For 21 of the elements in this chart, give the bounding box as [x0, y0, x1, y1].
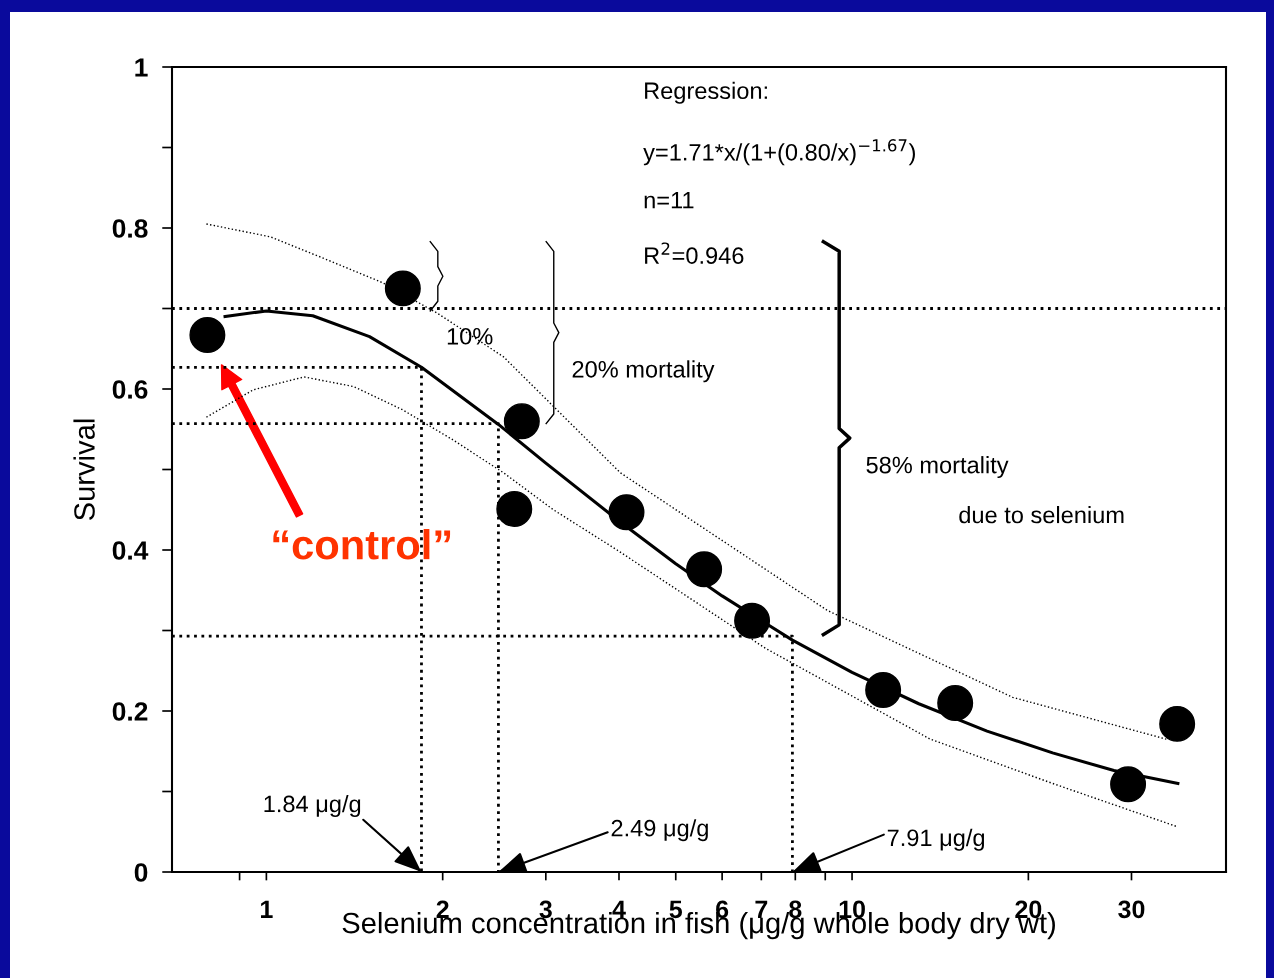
y-tick-label: 0.6 [112, 380, 148, 399]
y-tick-label: 0.4 [112, 541, 149, 560]
annotation: due to selenium [959, 505, 1124, 524]
y-tick-label: 1 [135, 58, 148, 77]
x-tick-label: 30 [1118, 900, 1145, 919]
annotation: 20% mortality [572, 360, 715, 383]
y-axis-title: Survival [73, 419, 95, 521]
annotation: n=11 [644, 192, 694, 209]
annotation: 7.91 μg/g [887, 828, 985, 851]
x-tick-label: 1 [261, 900, 273, 918]
annotation: Regression: [645, 81, 767, 104]
annotation: “control” [273, 528, 451, 560]
annotation: 2.49 μg/g [611, 819, 708, 842]
annotation: 1.84 μg/g [264, 794, 361, 817]
y-tick-label: 0.8 [112, 219, 148, 238]
annotation: 10% [447, 327, 493, 345]
y-tick-label: 0.2 [112, 702, 148, 721]
y-tick-label: 0 [134, 863, 148, 882]
annotation: 58% mortality [866, 456, 1009, 479]
annotation: R$^{2}$=0.946 [645, 242, 744, 264]
annotation: y=1.71*x/(1+(0.80/x)$^{−1.67}$) [643, 139, 915, 166]
